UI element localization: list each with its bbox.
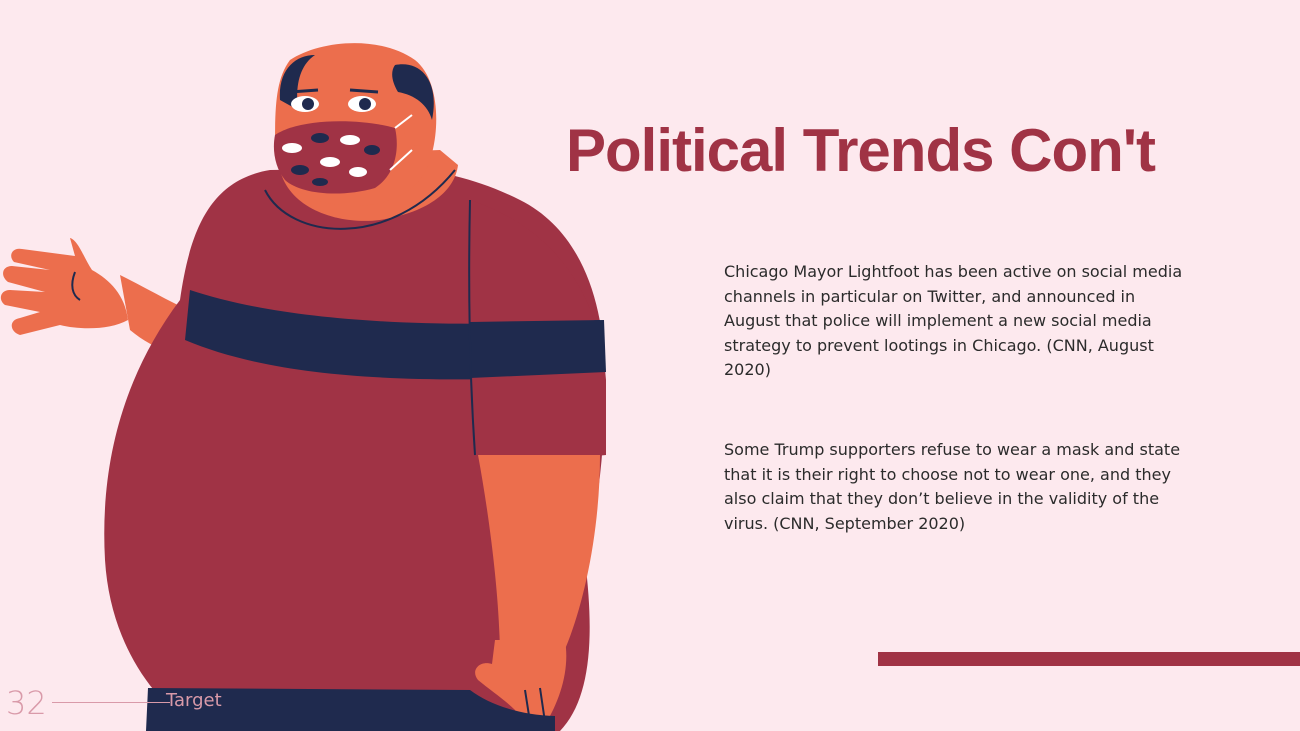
footer-label: Target [166, 690, 222, 711]
hair [279, 55, 434, 120]
collar-line [264, 169, 456, 230]
man-with-face-mask-illustration [0, 43, 606, 731]
right-arm [478, 455, 600, 660]
mask-straps [389, 114, 413, 171]
sleeve-stripe [470, 320, 606, 378]
slide-title: Political Trends Con't [566, 117, 1156, 184]
footer-divider [52, 702, 170, 703]
ear [404, 110, 432, 146]
face-mask [273, 121, 397, 194]
accent-bar [878, 652, 1300, 666]
eyebrows [289, 88, 379, 94]
paragraph-trump-supporters: Some Trump supporters refuse to wear a m… [724, 440, 1181, 533]
page-number: 32 [6, 684, 47, 722]
raised-hand [0, 238, 129, 335]
thumb-line [71, 271, 81, 301]
pants [146, 688, 555, 731]
left-pupil [302, 98, 314, 110]
right-pupil [359, 98, 371, 110]
mask-pattern [282, 133, 380, 186]
paragraph-lightfoot: Chicago Mayor Lightfoot has been active … [724, 262, 1183, 379]
right-hand [475, 640, 567, 726]
sleeve-seam [468, 199, 476, 456]
